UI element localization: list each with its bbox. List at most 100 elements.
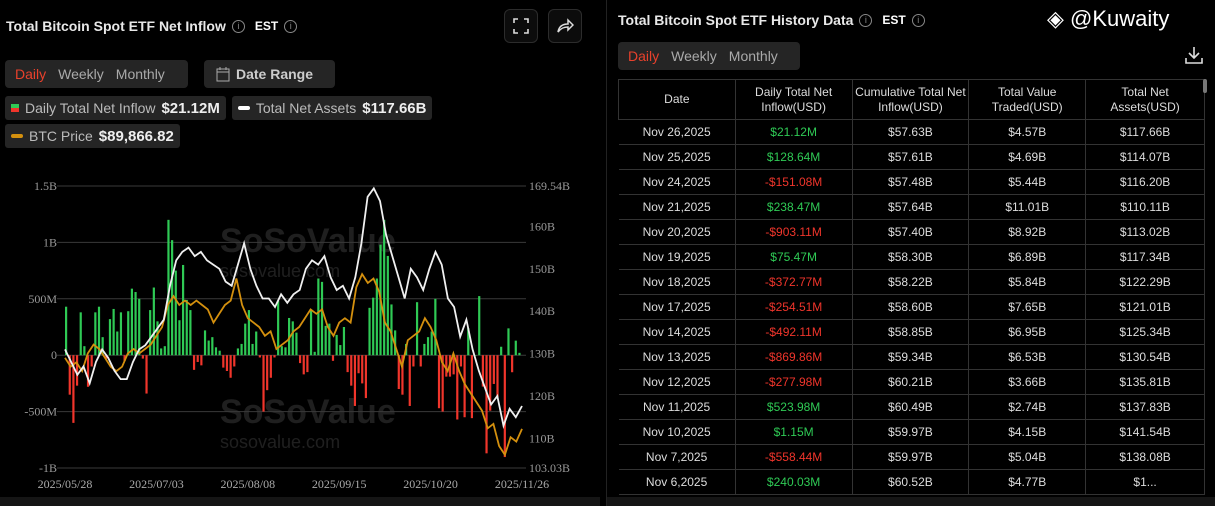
table-row[interactable]: Nov 10,2025 $1.15M $59.97B $4.15B $141.54B	[618, 419, 1205, 445]
table-cell: Nov 14,2025	[618, 319, 736, 345]
inflow-bar	[123, 355, 126, 361]
table-footer	[607, 497, 1215, 506]
info-icon[interactable]: i	[859, 13, 873, 27]
inflow-bar	[222, 355, 225, 368]
inflow-bar	[408, 355, 411, 406]
table-row[interactable]: Nov 11,2025 $523.98M $60.49B $2.74B $137.83B	[618, 394, 1205, 420]
right-tick-label: 120B	[529, 389, 555, 403]
inflow-bar	[138, 298, 141, 356]
inflow-bar	[372, 297, 375, 356]
inflow-bar	[163, 346, 166, 356]
table-row[interactable]: Nov 13,2025 -$869.86M $59.34B $6.53B $130.54…	[618, 344, 1205, 370]
left-tick-label: 1B	[43, 235, 57, 249]
inflow-bar	[149, 310, 152, 356]
table-cell: $1.15M	[735, 419, 853, 445]
inflow-bar	[79, 312, 82, 356]
column-header: Daily Total Net Inflow(USD)	[734, 79, 853, 120]
table-cell: $138.08B	[1085, 444, 1205, 470]
date-range-button[interactable]: Date Range	[204, 60, 335, 88]
table-cell: $2.74B	[968, 394, 1087, 420]
table-row[interactable]: Nov 25,2025 $128.64M $57.61B $4.69B $114.07B	[618, 144, 1205, 170]
table-cell: $130.54B	[1085, 344, 1205, 370]
inflow-bar	[364, 355, 367, 399]
table-cell: $5.04B	[968, 444, 1087, 470]
fullscreen-button[interactable]	[504, 9, 538, 43]
inflow-bar	[167, 219, 170, 356]
info-icon[interactable]: i	[911, 13, 925, 27]
table-cell: Nov 19,2025	[618, 244, 736, 270]
table-row[interactable]: Nov 6,2025 $240.03M $60.52B $4.77B $1...	[618, 469, 1205, 495]
table-cell: -$254.51M	[735, 294, 853, 320]
inflow-bar	[269, 355, 272, 378]
timezone-label: EST	[254, 19, 279, 33]
assets-swatch	[237, 106, 250, 110]
tab-weekly[interactable]: Weekly	[671, 48, 717, 64]
inflow-bar	[273, 355, 276, 358]
legend-inflow[interactable]: Daily Total Net Inflow $21.12M	[5, 96, 226, 120]
scrollbar[interactable]	[1203, 79, 1207, 93]
legend-assets[interactable]: Total Net Assets $117.66B	[231, 96, 433, 120]
inflow-bar	[434, 298, 437, 356]
table-row[interactable]: Nov 14,2025 -$492.11M $58.85B $6.95B $125.34…	[618, 319, 1205, 345]
table-cell: $240.03M	[735, 469, 853, 495]
table-cell: $5.84B	[968, 269, 1087, 295]
table-cell: $58.22B	[852, 269, 970, 295]
table-row[interactable]: Nov 24,2025 -$151.08M $57.48B $5.44B $116.20…	[618, 169, 1205, 195]
table-row[interactable]: Nov 18,2025 -$372.77M $58.22B $5.84B $122.29…	[618, 269, 1205, 295]
info-icon[interactable]: i	[231, 19, 245, 33]
table-row[interactable]: Nov 21,2025 $238.47M $57.64B $11.01B $110.11…	[618, 194, 1205, 220]
table-row[interactable]: Nov 17,2025 -$254.51M $58.60B $7.65B $121.01…	[618, 294, 1205, 320]
inflow-swatch	[11, 104, 19, 112]
inflow-bar	[342, 327, 346, 356]
table-row[interactable]: Nov 12,2025 -$277.98M $60.21B $3.66B $135.81…	[618, 369, 1205, 395]
table-row[interactable]: Nov 20,2025 -$903.11M $57.40B $8.92B $113.02…	[618, 219, 1205, 245]
inflow-bar	[160, 348, 163, 356]
inflow-bar	[233, 355, 236, 367]
table-cell: $5.44B	[968, 169, 1087, 195]
chart-title: Total Bitcoin Spot ETF Net Inflow i EST …	[6, 18, 298, 34]
inflow-bar	[266, 355, 269, 391]
inflow-bar	[105, 355, 108, 359]
inflow-bar	[441, 355, 444, 412]
right-tick-label: 140B	[529, 304, 555, 318]
table-cell: $58.60B	[852, 294, 970, 320]
inflow-bar	[291, 321, 294, 356]
share-button[interactable]	[548, 9, 582, 43]
table-cell: -$151.08M	[735, 169, 853, 195]
inflow-bar	[470, 355, 474, 419]
table-cell: $58.85B	[852, 319, 970, 345]
tab-daily[interactable]: Daily	[628, 48, 660, 64]
table-row[interactable]: Nov 7,2025 -$558.44M $59.97B $5.04B $138.08B	[618, 444, 1205, 470]
table-row[interactable]: Nov 26,2025 $21.12M $57.63B $4.57B $117.66B	[618, 119, 1205, 145]
table-cell: Nov 10,2025	[618, 419, 736, 445]
table-cell: $125.34B	[1085, 319, 1205, 345]
table-cell: $135.81B	[1085, 369, 1205, 395]
inflow-chart: 1.5B 1B 500M 0 -500M -1B 169.54B 160B 150B 140B 13…	[24, 179, 570, 491]
inflow-bar	[331, 355, 335, 361]
table-cell: $57.48B	[852, 169, 970, 195]
legend-btc[interactable]: BTC Price $89,866.82	[5, 124, 180, 148]
table-row[interactable]: Nov 19,2025 $75.47M $58.30B $6.89B $117.34B	[618, 244, 1205, 270]
tab-monthly[interactable]: Monthly	[728, 48, 778, 64]
x-tick-label: 2025/08/08	[220, 477, 275, 491]
table-cell: Nov 24,2025	[618, 169, 736, 195]
inflow-bar	[251, 343, 254, 356]
inflow-bar	[255, 331, 258, 356]
tab-monthly[interactable]: Monthly	[115, 66, 165, 82]
inflow-bar	[511, 355, 514, 373]
table-cell: Nov 17,2025	[618, 294, 736, 320]
share-icon	[557, 18, 574, 33]
inflow-bar	[423, 343, 426, 356]
right-tick-label: 169.54B	[529, 179, 570, 193]
inflow-bar	[185, 299, 188, 356]
inflow-bar	[361, 355, 364, 384]
inflow-bar	[192, 355, 196, 370]
inflow-bar	[514, 340, 517, 356]
tab-daily[interactable]: Daily	[15, 66, 47, 82]
tab-weekly[interactable]: Weekly	[58, 66, 104, 82]
inflow-bar	[375, 278, 378, 356]
table-cell: $238.47M	[735, 194, 853, 220]
download-icon[interactable]	[1184, 45, 1204, 65]
table-cell: $117.34B	[1085, 244, 1205, 270]
info-icon[interactable]: i	[284, 19, 298, 33]
